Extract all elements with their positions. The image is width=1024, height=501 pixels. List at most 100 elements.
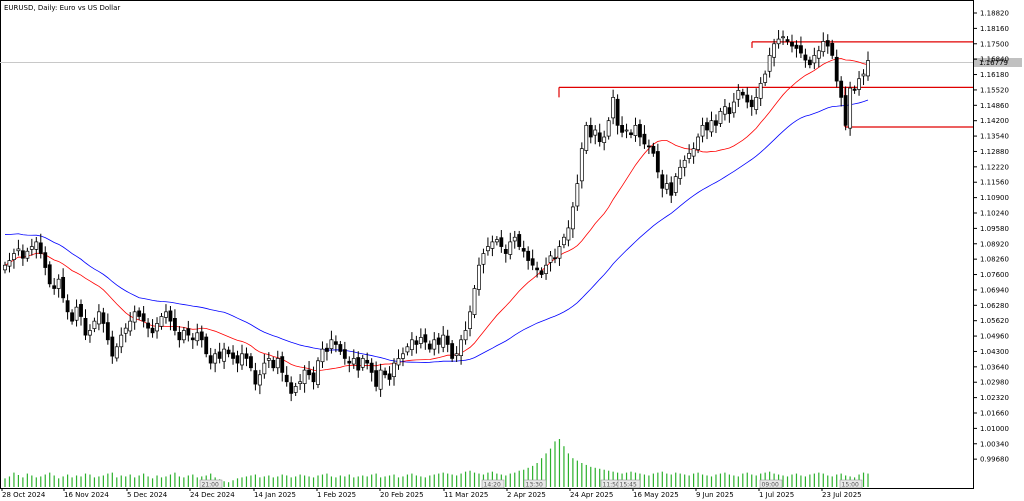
x-tick-label: 1 Feb 2025 xyxy=(317,491,356,499)
candle-body xyxy=(655,151,660,173)
candle-body xyxy=(472,288,477,315)
candle-body xyxy=(852,88,857,91)
candle-body xyxy=(329,339,334,350)
candle-body xyxy=(521,248,526,252)
candle-body xyxy=(418,337,423,344)
y-tick-label: 1.06940 xyxy=(980,286,1009,294)
chart-title: EURUSD, Daily: Euro vs US Dollar xyxy=(4,4,120,12)
candle-body xyxy=(539,270,544,275)
candle-body xyxy=(181,330,186,341)
y-tick-label: 1.16840 xyxy=(980,56,1009,64)
candle-body xyxy=(468,311,472,329)
candle-body xyxy=(56,278,61,289)
x-tick-label: 16 Nov 2024 xyxy=(64,491,109,499)
candle-body xyxy=(244,353,249,359)
candle-body xyxy=(16,248,21,252)
candle-body xyxy=(834,56,839,82)
candle-body xyxy=(714,120,718,126)
candle-body xyxy=(7,260,12,267)
candle-body xyxy=(293,386,298,393)
y-tick-label: 1.08260 xyxy=(980,256,1009,264)
x-tick-label: 11 Mar 2025 xyxy=(444,491,488,499)
candle-body xyxy=(463,330,468,341)
y-tick-label: 1.06280 xyxy=(980,302,1009,310)
candle-body xyxy=(562,236,566,246)
candle-body xyxy=(785,39,790,42)
y-tick-label: 1.07600 xyxy=(980,271,1009,279)
candle-body xyxy=(12,253,16,260)
candle-body xyxy=(3,264,7,271)
candle-body xyxy=(807,59,812,66)
candle-body xyxy=(575,183,580,207)
candle-body xyxy=(709,120,714,133)
candle-body xyxy=(365,359,370,364)
candle-body xyxy=(718,111,723,124)
y-tick-label: 1.02320 xyxy=(980,394,1009,402)
y-tick-label: 1.03640 xyxy=(980,363,1009,371)
candle-body xyxy=(47,264,52,285)
y-tick-label: 1.05620 xyxy=(980,317,1009,325)
candle-body xyxy=(347,360,352,364)
time-marker-box xyxy=(759,479,783,489)
y-tick-label: 1.10900 xyxy=(980,194,1009,202)
y-tick-label: 1.16180 xyxy=(980,71,1009,79)
candle-body xyxy=(494,239,499,243)
candle-body xyxy=(781,36,785,39)
x-axis: 28 Oct 2024 16 Nov 2024 5 Dec 2024 24 Dec 2… xyxy=(1,488,862,499)
candle-body xyxy=(110,336,115,357)
y-tick-label: 1.18820 xyxy=(980,10,1009,18)
y-tick-label: 1.10240 xyxy=(980,209,1009,217)
candle-body xyxy=(763,73,768,83)
candle-body xyxy=(705,122,709,131)
candle-body xyxy=(754,97,759,110)
candle-body xyxy=(88,330,92,336)
candle-body xyxy=(481,253,486,265)
candle-body xyxy=(369,362,374,373)
current-price-tag: 1.16779 xyxy=(979,59,1008,67)
candle-body xyxy=(749,99,754,108)
candle-body xyxy=(190,337,195,341)
candle-body xyxy=(266,358,271,361)
candle-body xyxy=(240,353,244,366)
candle-body xyxy=(311,372,316,383)
candle-body xyxy=(132,311,137,323)
x-tick-label: 9 Jun 2025 xyxy=(696,491,734,499)
candle-body xyxy=(566,227,571,241)
candle-body xyxy=(105,322,110,341)
candle-body xyxy=(61,276,66,299)
ma-slow-line xyxy=(4,99,869,363)
candle-body xyxy=(253,370,258,385)
y-tick-label: 1.12220 xyxy=(980,163,1009,171)
candle-body xyxy=(579,148,584,182)
candle-body xyxy=(275,358,280,369)
candle-body xyxy=(843,95,848,126)
candle-body xyxy=(593,129,598,136)
candle-body xyxy=(629,132,633,136)
candle-body xyxy=(70,312,74,322)
horizontal-levels xyxy=(558,41,973,128)
y-axis: 1.18820 1.18160 1.17500 1.16840 1.16180 1.155… xyxy=(973,10,1009,464)
candle-body xyxy=(29,246,34,250)
candle-body xyxy=(499,237,504,247)
candle-body xyxy=(74,306,79,321)
candle-body xyxy=(830,42,835,56)
x-tick-label: 16 May 2025 xyxy=(633,491,679,499)
candle-body xyxy=(351,358,356,365)
candle-body xyxy=(342,349,347,359)
candle-body xyxy=(249,356,253,369)
y-tick-label: 0.99680 xyxy=(980,456,1009,464)
candle-body xyxy=(736,90,741,100)
candle-body xyxy=(857,78,861,90)
candle-body xyxy=(302,369,307,384)
candle-body xyxy=(423,334,428,343)
candle-body xyxy=(535,267,540,271)
candle-body xyxy=(164,311,168,318)
y-tick-label: 1.13540 xyxy=(980,133,1009,141)
candle-body xyxy=(150,327,155,334)
time-marker-label: 21:00 xyxy=(202,482,219,489)
candle-body xyxy=(325,347,329,352)
candle-body xyxy=(262,362,267,375)
candle-body xyxy=(387,373,392,380)
y-tick-label: 1.14200 xyxy=(980,117,1009,125)
candle-body xyxy=(825,40,830,47)
